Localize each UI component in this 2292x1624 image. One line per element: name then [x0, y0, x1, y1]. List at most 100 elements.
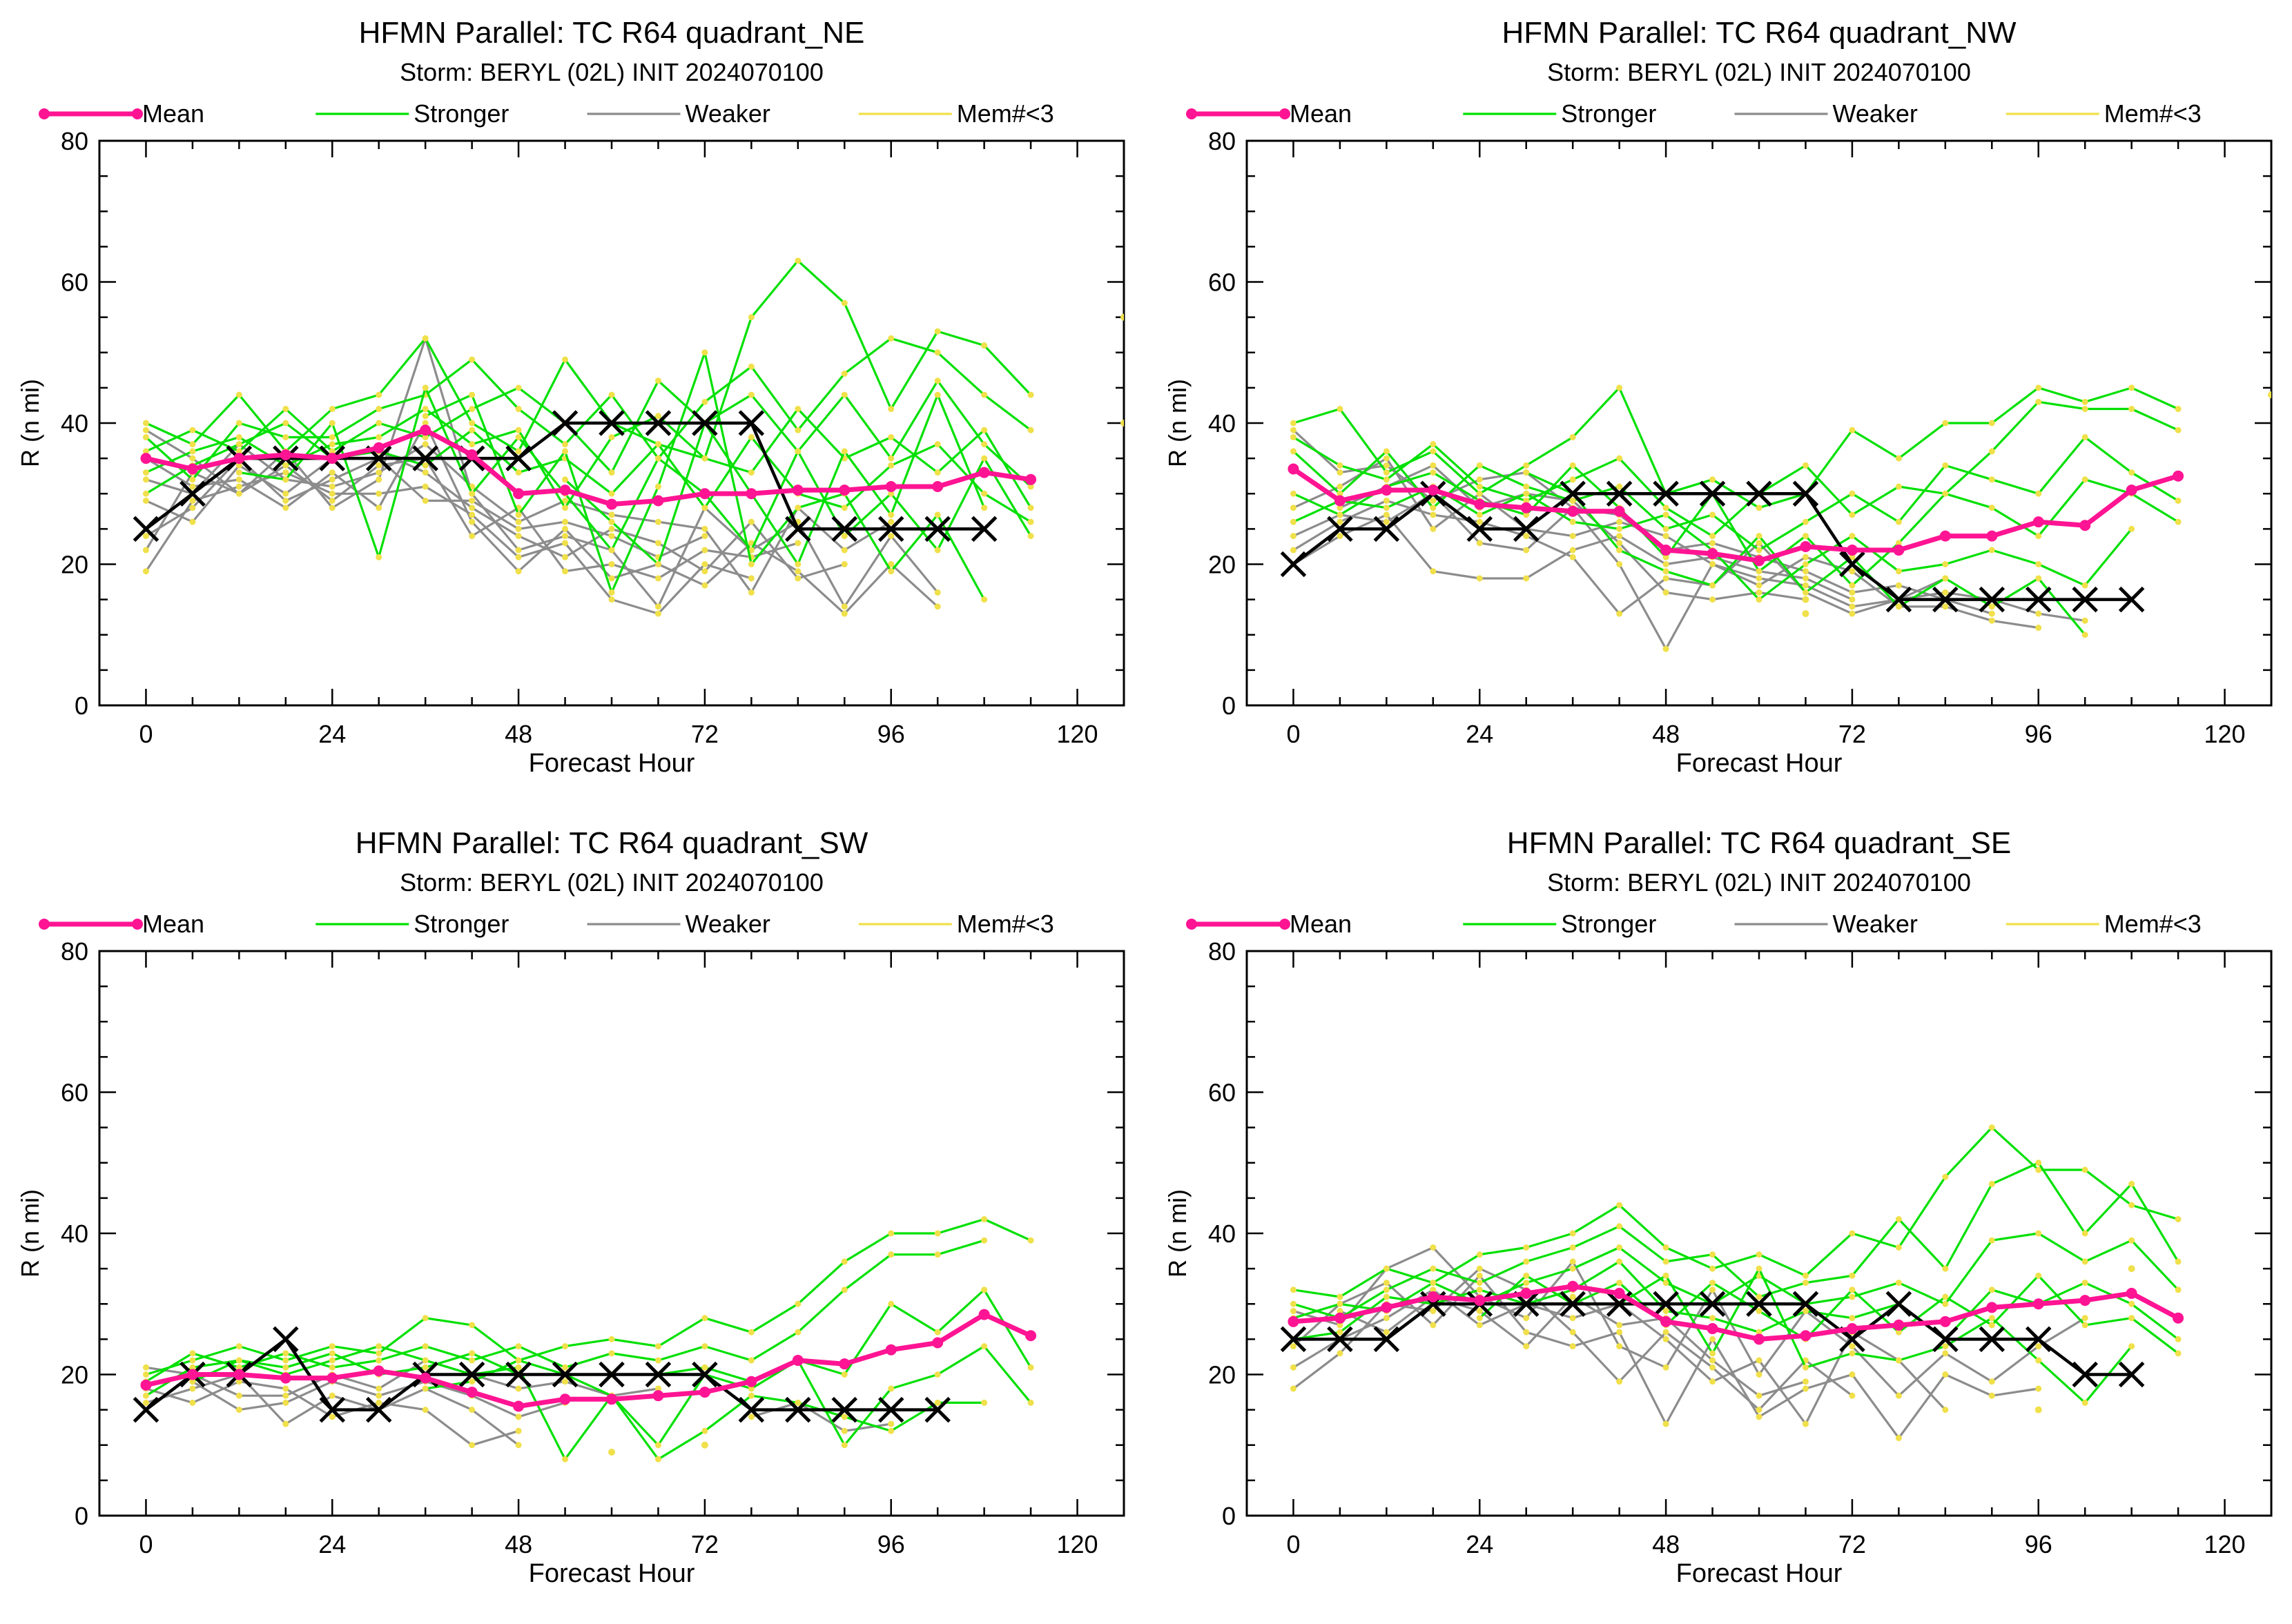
- chart-panel: HFMN Parallel: TC R64 quadrant_SW Storm: …: [16, 826, 1125, 1588]
- stronger-point: [2035, 1357, 2042, 1364]
- stronger-point: [1476, 1251, 1483, 1258]
- stronger-point: [981, 391, 988, 398]
- mean-point: [839, 1358, 851, 1370]
- few-members-point: [2128, 1265, 2135, 1273]
- best-track-point: [645, 1361, 672, 1388]
- legend-marker: [1186, 108, 1197, 119]
- stronger-point: [189, 441, 196, 448]
- stronger-point: [1523, 1280, 1530, 1287]
- stronger-point: [1430, 1265, 1437, 1272]
- chart-subtitle: Storm: BERYL (02L) INIT 2024070100: [400, 58, 824, 86]
- x-tick-label: 0: [139, 720, 153, 748]
- best-track-point: [2072, 1361, 2098, 1388]
- stronger-point: [2128, 1202, 2135, 1209]
- weaker-point: [608, 561, 615, 567]
- best-track-point: [877, 1396, 904, 1423]
- stronger-point: [376, 433, 382, 440]
- mean-point: [1754, 555, 1765, 567]
- stronger-point: [1942, 462, 1949, 469]
- x-tick-label: 0: [1286, 1530, 1300, 1558]
- plot-frame: [98, 950, 1125, 1517]
- weaker-point: [515, 1385, 522, 1392]
- weaker-point: [515, 568, 522, 575]
- mean-point: [513, 488, 525, 500]
- weaker-point: [422, 483, 429, 490]
- legend-marker: [1279, 919, 1290, 930]
- stronger-point: [142, 1392, 149, 1399]
- legend-entry: Weaker: [587, 99, 770, 128]
- best-track-point: [1606, 480, 1633, 507]
- weaker-point: [1383, 455, 1390, 462]
- stronger-point: [1027, 1399, 1034, 1406]
- stronger-point: [376, 406, 382, 413]
- few-members-point: [1120, 313, 1124, 321]
- mean-point: [1893, 1319, 1905, 1331]
- best-track-point: [924, 516, 951, 542]
- mean-point: [699, 1387, 710, 1398]
- stronger-point: [2081, 433, 2088, 440]
- stronger-point: [795, 1399, 802, 1406]
- stronger-point: [1027, 391, 1034, 398]
- weaker-point: [1616, 533, 1623, 540]
- chart-title: HFMN Parallel: TC R64 quadrant_SE: [1507, 826, 2011, 860]
- stronger-point: [1523, 1258, 1530, 1265]
- weaker-point: [1569, 1258, 1576, 1265]
- weaker-point: [469, 1407, 476, 1413]
- weaker-point: [608, 575, 615, 582]
- weaker-point: [2081, 1315, 2088, 1322]
- x-tick-label: 48: [505, 1530, 532, 1558]
- best-track-point: [877, 516, 904, 542]
- stronger-point: [1849, 1272, 1856, 1279]
- stronger-point: [841, 1371, 848, 1378]
- weaker-point: [515, 554, 522, 560]
- mean-point: [280, 449, 291, 461]
- weaker-point: [142, 533, 149, 540]
- stronger-point: [1849, 1287, 1856, 1293]
- mean-point: [746, 488, 757, 500]
- legend-label: Stronger: [414, 910, 509, 938]
- legend-marker: [1186, 919, 1197, 930]
- legend-marker: [39, 108, 50, 119]
- x-tick-label: 0: [1286, 720, 1300, 748]
- stronger-point: [795, 561, 802, 567]
- legend-label: Mean: [142, 99, 204, 128]
- weaker-point: [1569, 1343, 1576, 1350]
- mean-point: [792, 1355, 804, 1367]
- mean-point: [885, 1344, 897, 1356]
- stronger-point: [282, 1350, 289, 1357]
- weaker-point: [376, 490, 382, 497]
- stronger-point: [329, 433, 336, 440]
- stronger-point: [888, 1385, 895, 1392]
- y-tick-label: 40: [1208, 409, 1236, 438]
- stronger-point: [235, 1343, 242, 1350]
- weaker-point: [1709, 561, 1716, 567]
- mean-point: [1381, 485, 1392, 496]
- stronger-point: [189, 1350, 196, 1357]
- stronger-point: [888, 433, 895, 440]
- stronger-point: [1988, 1180, 1995, 1187]
- legend-label: Mean: [142, 910, 204, 938]
- stronger-point: [2175, 427, 2182, 433]
- stronger-point: [562, 1364, 569, 1371]
- weaker-point: [795, 540, 802, 547]
- weaker-point: [1709, 596, 1716, 603]
- stronger-point: [2175, 1350, 2182, 1357]
- chart-title: HFMN Parallel: TC R64 quadrant_SW: [356, 826, 868, 860]
- weaker-point: [1569, 547, 1576, 554]
- weaker-point: [1430, 1307, 1437, 1314]
- weaker-point: [562, 533, 569, 540]
- weaker-point: [1802, 1385, 1809, 1392]
- stronger-point: [1616, 1223, 1623, 1230]
- stronger-point: [981, 596, 988, 603]
- stronger-point: [1802, 1272, 1809, 1279]
- best-track-point: [1699, 480, 1726, 507]
- weaker-point: [282, 505, 289, 511]
- x-tick-label: 120: [2204, 1530, 2246, 1558]
- stronger-point: [701, 349, 708, 356]
- mean-point: [186, 1369, 198, 1380]
- stronger-point: [795, 406, 802, 413]
- stronger-point: [422, 1357, 429, 1364]
- weaker-point: [515, 1413, 522, 1420]
- weaker-point: [608, 525, 615, 532]
- legend-entry: Stronger: [315, 910, 509, 938]
